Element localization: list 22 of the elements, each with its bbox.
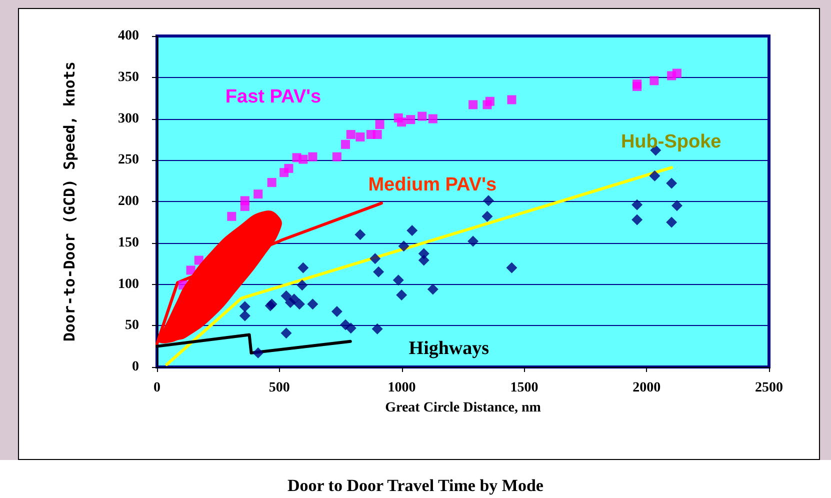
x-tick-label: 2500 — [755, 380, 783, 396]
series-label: Medium PAV's — [368, 174, 497, 196]
x-tick-label: 500 — [268, 380, 290, 396]
y-tick-label: 250 — [118, 152, 139, 168]
x-tick-label: 0 — [154, 380, 160, 396]
x-tick-label: 1000 — [388, 380, 416, 396]
y-tick-label: 300 — [118, 111, 139, 126]
y-tick-label: 50 — [125, 318, 139, 334]
text: Highways — [408, 338, 490, 359]
y-tick-label: 0 — [132, 360, 139, 374]
text: Door to Door Travel Time by Mode — [288, 476, 544, 495]
y-tick-label: 150 — [118, 235, 139, 250]
y-axis-title: Door-to-Door (GCD) Speed, knots — [60, 62, 78, 342]
x-tick-label: 1500 — [510, 380, 538, 396]
x-tick-label: 2000 — [632, 380, 661, 396]
series-label: Fast PAV's — [225, 86, 322, 108]
x-axis-title: Great Circle Distance, nm — [385, 400, 542, 416]
y-tick-label: 100 — [118, 276, 139, 292]
y-tick-label: 200 — [118, 194, 139, 209]
y-tick-label: 400 — [118, 28, 139, 44]
series-label: Hub-Spoke — [620, 131, 722, 152]
y-tick-label: 350 — [118, 70, 139, 85]
